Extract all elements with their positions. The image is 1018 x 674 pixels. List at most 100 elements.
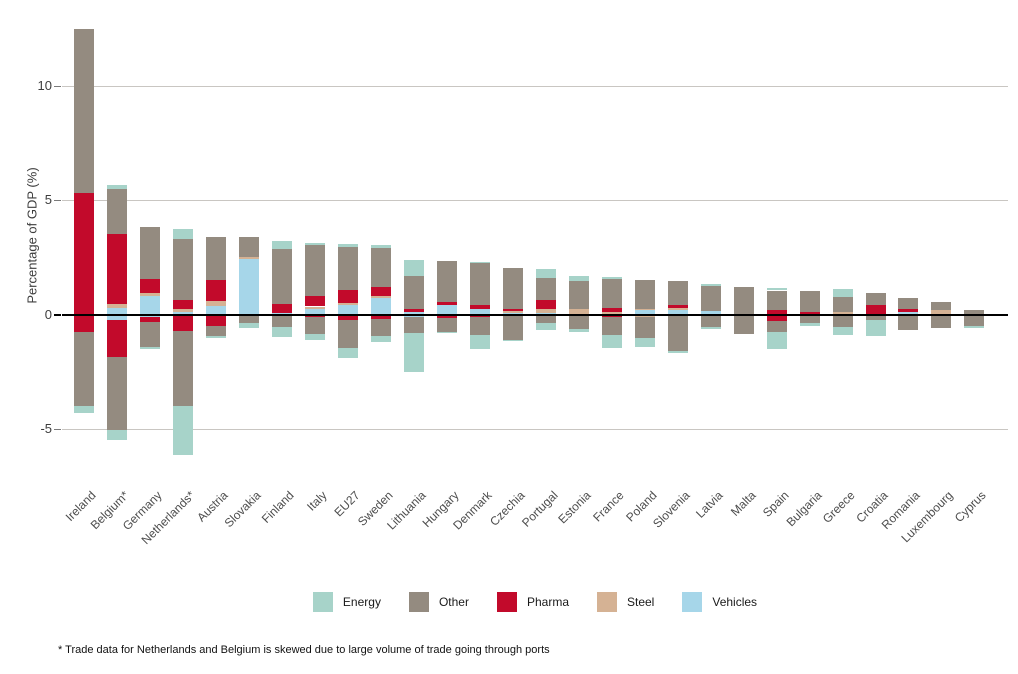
bar-segment-other [799,314,820,324]
bar-segment-steel [667,307,688,311]
bar-segment-energy [338,244,359,248]
bar-segment-pharma [206,279,227,302]
bar-segment-pharma [766,314,787,322]
bar-segment-pharma [601,314,622,317]
bar-segment-pharma [173,314,194,331]
bar-segment-steel [634,314,655,318]
bar-segment-steel [206,301,227,307]
bar-segment-steel [832,311,853,315]
legend-item-other: Other [408,592,469,612]
bar-segment-vehicles [305,308,326,315]
legend-swatch-other [408,592,429,612]
y-tick-label: 0 [44,306,52,322]
bar-segment-pharma [535,299,556,309]
bar-segment-vehicles [206,306,227,315]
bar-segment-pharma [74,193,95,315]
bar-segment-energy [601,335,622,349]
bar-segment-pharma [601,307,622,312]
bar-segment-pharma [107,234,128,305]
legend-item-pharma: Pharma [496,592,569,612]
bar-segment-other [568,280,589,310]
bar-segment-vehicles [403,311,424,315]
bar-segment-energy [568,329,589,332]
bar-segment-energy [568,275,589,281]
bar-segment-other [964,314,985,326]
bar-segment-steel [931,309,952,315]
bar-segment-other [799,291,820,312]
bar-segment-other [239,236,260,258]
bar-segment-energy [502,339,523,341]
bar-segment-energy [206,336,227,338]
bar-segment-steel [634,308,655,311]
bar-segment-pharma [469,314,490,317]
bar-segment-pharma [107,320,128,357]
bar-segment-vehicles [140,314,161,318]
bar-segment-energy [832,327,853,335]
bar-segment-steel [601,311,622,314]
bar-segment-other [74,331,95,406]
bar-segment-steel [568,309,589,315]
bar-segment-other [239,314,260,324]
bar-segment-energy [338,347,359,358]
bar-segment-other [898,297,919,310]
bar-segment-other [107,356,128,431]
bar-segment-other [964,309,985,315]
bar-segment-other [931,315,952,329]
bar-segment-other [469,316,490,335]
bar-segment-energy [239,323,260,328]
legend-item-energy: Energy [312,592,381,612]
bar-segment-steel [338,303,359,305]
legend-label: Pharma [526,595,569,609]
bar-segment-pharma [338,290,359,304]
bar-segment-energy [535,323,556,331]
bar-segment-other [502,268,523,309]
bar-segment-steel [502,311,523,313]
bar-segment-other [601,278,622,308]
bar-segment-pharma [272,304,293,313]
bar-segment-steel [173,309,194,312]
bar-segment-steel [371,295,391,298]
bar-segment-other [634,280,655,309]
bar-segment-pharma [469,305,490,310]
bar-segment-other [173,330,194,406]
bar-segment-vehicles [338,304,359,315]
bar-segment-vehicles [898,312,919,315]
bar-segment-energy [173,405,194,455]
bar-segment-energy [865,320,886,337]
bar-segment-pharma [436,302,457,305]
bar-segment-other [436,318,457,332]
y-tick-label: -5 [40,420,52,436]
bar-segment-energy [469,262,490,264]
bar-segment-other [371,319,391,336]
bar-segment-other [74,28,95,194]
bar-segment-other [305,316,326,334]
bar-segment-other [338,320,359,348]
bar-segment-vehicles [667,310,688,315]
bar-segment-energy [469,334,490,349]
bar-segment-other [733,314,754,334]
y-tick-mark [54,86,61,87]
legend-item-vehicles: Vehicles [682,592,757,612]
bar-segment-steel [305,306,326,309]
bar-segment-steel [140,293,161,296]
bar-segment-other [931,301,952,310]
bar-segment-pharma [667,304,688,308]
bar-segment-other [832,296,853,312]
y-tick-label: 10 [37,78,52,93]
legend-label: Energy [342,595,381,609]
bar-segment-other [338,247,359,291]
bar-segment-other [667,314,688,352]
bar-segment-energy [436,331,457,334]
bar-segment-other [403,275,424,310]
bar-segment-other [140,226,161,279]
bar-segment-energy [667,351,688,354]
bar-segment-pharma [305,314,326,317]
bar-segment-energy [832,288,853,297]
bar-segment-energy [272,327,293,338]
bar-segment-vehicles [634,310,655,315]
bar-segment-vehicles [469,309,490,315]
bar-segment-other [140,322,161,347]
bar-segment-energy [305,333,326,340]
bar-segment-pharma [403,309,424,312]
